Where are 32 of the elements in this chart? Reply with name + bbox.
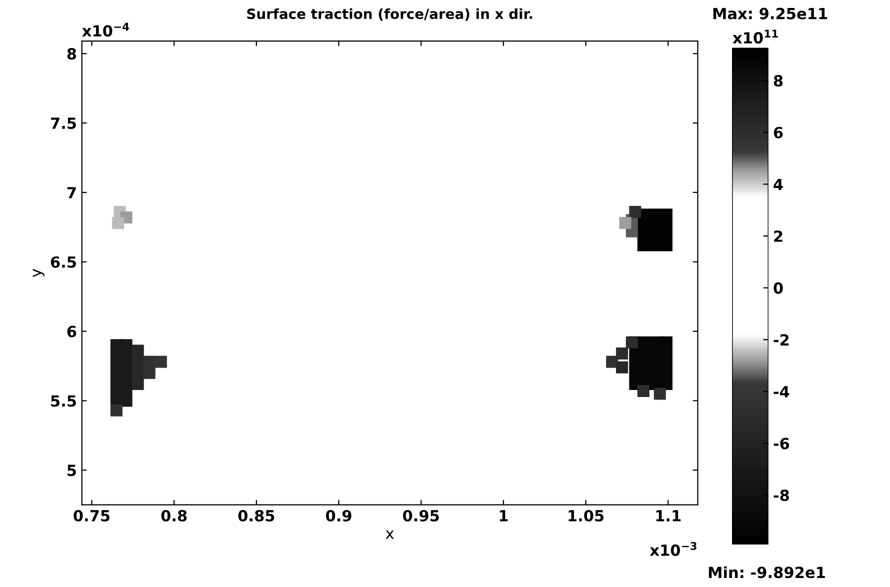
text: x10$^{11}$ bbox=[732, 30, 778, 44]
y-tick-label: 8 bbox=[67, 48, 76, 60]
color-bar-label: -8 bbox=[774, 490, 789, 502]
chart-title: Surface traction (force/area) in x dir. bbox=[247, 8, 532, 21]
text: Max: 9.25e11 bbox=[713, 8, 828, 20]
x-tick-label: 1 bbox=[500, 510, 508, 522]
text: x10$^{−4}$ bbox=[82, 22, 130, 37]
color-bar-label: 4 bbox=[774, 178, 783, 190]
color-bar-label: 0 bbox=[774, 282, 783, 294]
color-bar-label: -6 bbox=[774, 438, 790, 450]
x-tick-label: 1.1 bbox=[656, 510, 681, 522]
y-tick-label: 7 bbox=[67, 187, 76, 198]
y-tick-label: 6 bbox=[67, 326, 76, 338]
color-bar-label: 6 bbox=[774, 126, 783, 138]
y-tick-label: 5 bbox=[68, 464, 76, 476]
color-bar-label: 2 bbox=[774, 230, 782, 242]
x-tick-label: 0.9 bbox=[326, 510, 352, 522]
y-tick-label: 6.5 bbox=[50, 256, 76, 268]
color-bar-label: -2 bbox=[774, 334, 789, 346]
x-tick-label: 1.05 bbox=[568, 510, 604, 522]
y-tick-label: 5.5 bbox=[51, 395, 76, 407]
x-axis-title: x bbox=[386, 530, 394, 539]
text: x10$^{−3}$ bbox=[650, 542, 696, 556]
y-axis-title: y bbox=[32, 268, 44, 278]
color-bar-label: 8 bbox=[774, 74, 783, 87]
x-tick-label: 0.8 bbox=[161, 510, 187, 522]
y-tick-label: 7.5 bbox=[50, 118, 76, 130]
x-tick-label: 0.95 bbox=[402, 510, 439, 522]
x-tick-label: 0.75 bbox=[74, 510, 110, 522]
color-bar-label: -4 bbox=[774, 386, 790, 398]
x-tick-label: 0.85 bbox=[238, 510, 274, 522]
text: Min: -9.892e1 bbox=[708, 566, 825, 578]
